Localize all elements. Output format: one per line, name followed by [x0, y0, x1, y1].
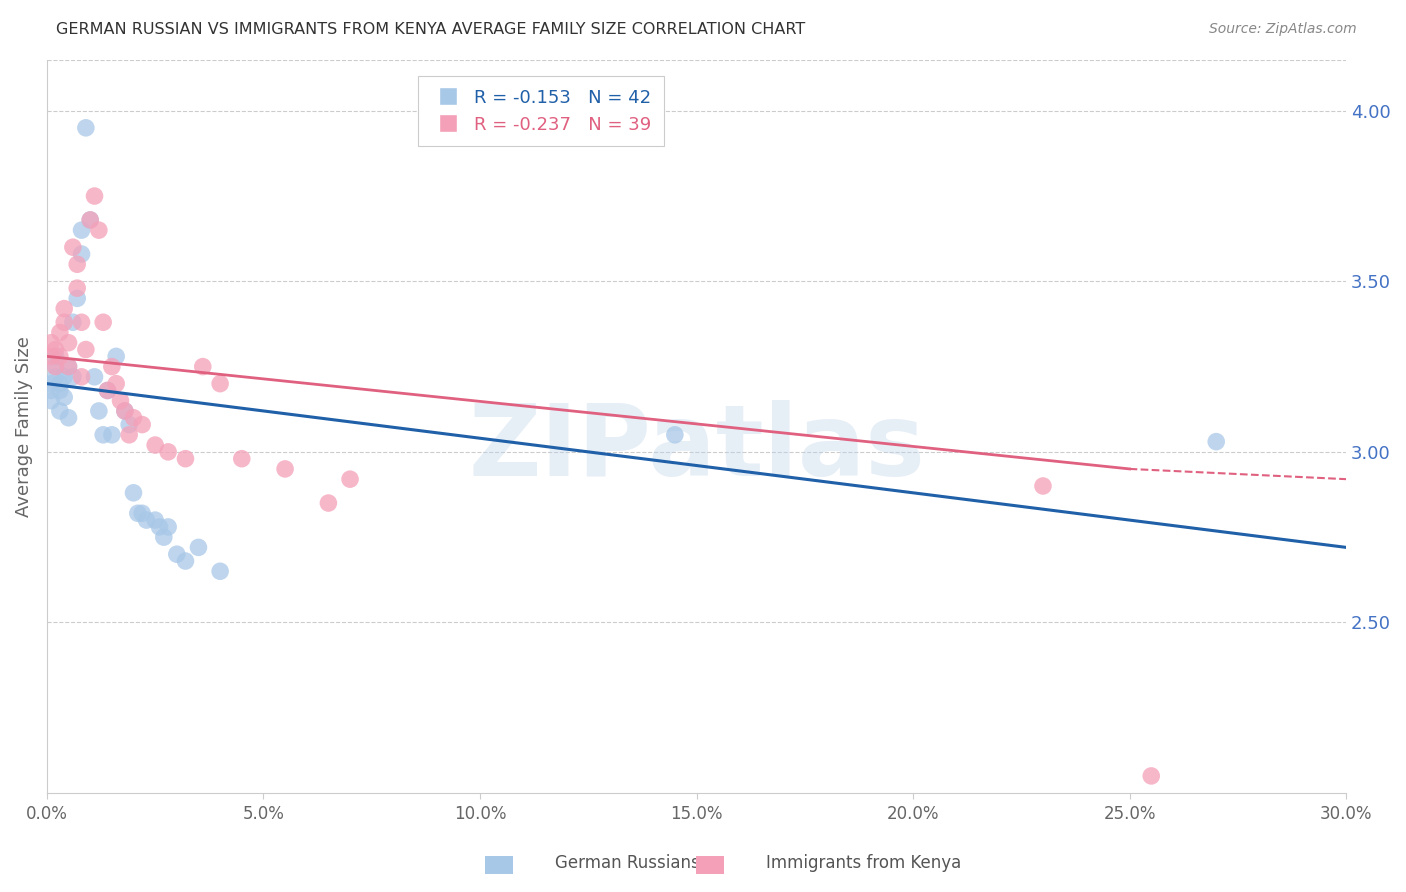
Point: [114, 404, 136, 418]
Point: [131, 417, 153, 432]
Point: [53, 369, 76, 384]
Point: [49, 404, 72, 418]
Point: [105, 350, 128, 364]
Point: [318, 496, 340, 510]
Point: [75, 120, 97, 135]
Text: German Russians: German Russians: [555, 855, 700, 872]
Point: [58, 335, 80, 350]
Point: [101, 427, 124, 442]
Point: [39, 350, 62, 364]
Point: [209, 376, 232, 391]
Point: [66, 292, 89, 306]
Point: [664, 427, 686, 442]
Point: [66, 281, 89, 295]
Point: [1032, 479, 1054, 493]
Point: [70, 223, 93, 237]
Point: [96, 384, 118, 398]
Point: [122, 410, 145, 425]
Point: [79, 213, 101, 227]
Point: [127, 506, 149, 520]
Point: [91, 315, 114, 329]
Text: Immigrants from Kenya: Immigrants from Kenya: [766, 855, 962, 872]
Point: [58, 359, 80, 374]
Point: [174, 451, 197, 466]
Point: [62, 315, 84, 329]
Text: ZIPatlas: ZIPatlas: [468, 400, 925, 497]
Point: [91, 427, 114, 442]
Point: [83, 189, 105, 203]
Point: [118, 427, 141, 442]
Point: [143, 513, 166, 527]
Point: [101, 359, 124, 374]
Point: [209, 564, 232, 578]
Text: GERMAN RUSSIAN VS IMMIGRANTS FROM KENYA AVERAGE FAMILY SIZE CORRELATION CHART: GERMAN RUSSIAN VS IMMIGRANTS FROM KENYA …: [56, 22, 806, 37]
Point: [96, 384, 118, 398]
Point: [87, 223, 110, 237]
Point: [118, 417, 141, 432]
Point: [66, 257, 89, 271]
Point: [39, 393, 62, 408]
Point: [39, 335, 62, 350]
Point: [143, 438, 166, 452]
Point: [114, 404, 136, 418]
Text: Source: ZipAtlas.com: Source: ZipAtlas.com: [1209, 22, 1357, 37]
Point: [157, 520, 180, 534]
Point: [157, 445, 180, 459]
Point: [1140, 769, 1163, 783]
Point: [58, 359, 80, 374]
Point: [148, 520, 170, 534]
Point: [1205, 434, 1227, 449]
Point: [45, 369, 67, 384]
Point: [45, 343, 67, 357]
Point: [191, 359, 214, 374]
Legend: R = -0.153   N = 42, R = -0.237   N = 39: R = -0.153 N = 42, R = -0.237 N = 39: [418, 76, 664, 146]
Point: [58, 410, 80, 425]
Point: [131, 506, 153, 520]
Point: [339, 472, 361, 486]
Point: [122, 485, 145, 500]
Point: [62, 240, 84, 254]
Point: [135, 513, 157, 527]
Point: [83, 369, 105, 384]
Point: [105, 376, 128, 391]
Point: [49, 326, 72, 340]
Point: [39, 384, 62, 398]
Point: [70, 247, 93, 261]
Point: [153, 530, 176, 544]
Point: [49, 376, 72, 391]
Point: [166, 547, 188, 561]
Point: [45, 359, 67, 374]
Point: [70, 369, 93, 384]
Point: [39, 376, 62, 391]
Point: [62, 369, 84, 384]
Point: [53, 301, 76, 316]
Point: [53, 315, 76, 329]
Y-axis label: Average Family Size: Average Family Size: [15, 336, 32, 516]
Point: [79, 213, 101, 227]
Point: [174, 554, 197, 568]
Point: [231, 451, 253, 466]
Point: [274, 462, 297, 476]
Point: [75, 343, 97, 357]
Point: [45, 359, 67, 374]
Point: [49, 384, 72, 398]
Point: [49, 350, 72, 364]
Point: [110, 393, 132, 408]
Point: [70, 315, 93, 329]
Point: [187, 541, 209, 555]
Point: [45, 350, 67, 364]
Point: [53, 390, 76, 404]
Point: [87, 404, 110, 418]
